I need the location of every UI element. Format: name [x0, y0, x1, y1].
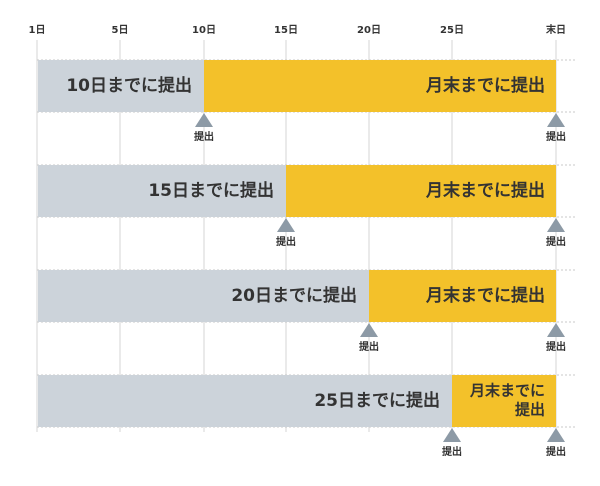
after-bar [452, 375, 556, 427]
submit-marker [277, 218, 295, 232]
before-label: 25日までに提出 [314, 390, 440, 411]
tick-label: 5日 [112, 24, 129, 36]
before-bar [38, 165, 286, 217]
marker-label: 提出 [546, 445, 566, 458]
before-bar [38, 270, 369, 322]
submit-marker [360, 323, 378, 337]
marker-label: 提出 [194, 130, 214, 143]
before-bar [38, 375, 452, 427]
submit-marker [547, 323, 565, 337]
before-label: 15日までに提出 [148, 180, 274, 201]
after-label: 月末までに提出 [425, 180, 545, 201]
after-label: 月末までに提出 [425, 75, 545, 96]
tick-label: 25日 [440, 24, 464, 36]
tick-label: 15日 [274, 24, 298, 36]
before-label: 20日までに提出 [231, 285, 357, 306]
submit-marker [547, 428, 565, 442]
tick-label: 20日 [357, 24, 381, 36]
marker-label: 提出 [546, 235, 566, 248]
tick-label: 末日 [546, 23, 566, 36]
submit-marker [443, 428, 461, 442]
marker-label: 提出 [546, 130, 566, 143]
submit-marker [547, 113, 565, 127]
after-label: 月末までに提出 [425, 285, 545, 306]
submit-marker [195, 113, 213, 127]
marker-label: 提出 [546, 340, 566, 353]
tick-label: 10日 [192, 24, 216, 36]
after-bar [204, 60, 556, 112]
tick-label: 1日 [29, 24, 46, 36]
after-label: 提出 [515, 401, 545, 419]
after-bar [286, 165, 556, 217]
after-bar [369, 270, 556, 322]
before-label: 10日までに提出 [66, 75, 192, 96]
submit-marker [547, 218, 565, 232]
after-label: 月末までに [469, 382, 545, 400]
marker-label: 提出 [276, 235, 296, 248]
marker-label: 提出 [442, 445, 462, 458]
marker-label: 提出 [359, 340, 379, 353]
before-bar [38, 60, 204, 112]
